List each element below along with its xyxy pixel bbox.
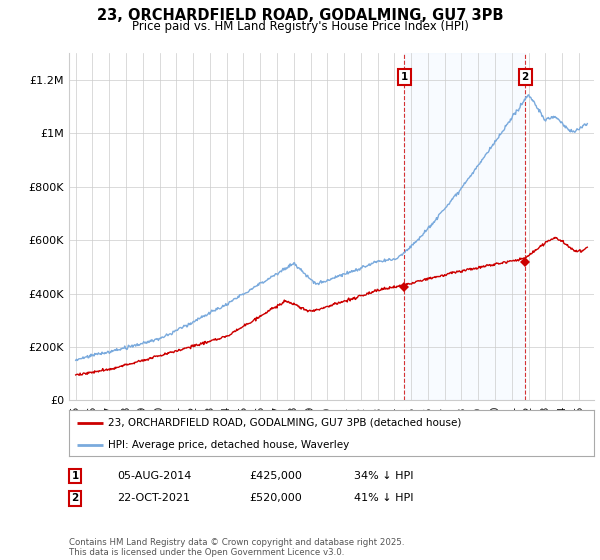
Text: £520,000: £520,000 [249,493,302,503]
Text: 41% ↓ HPI: 41% ↓ HPI [354,493,413,503]
Bar [404,53,525,400]
Text: HPI: Average price, detached house, Waverley: HPI: Average price, detached house, Wave… [109,440,350,450]
Text: Contains HM Land Registry data © Crown copyright and database right 2025.
This d: Contains HM Land Registry data © Crown c… [69,538,404,557]
Text: 34% ↓ HPI: 34% ↓ HPI [354,471,413,481]
Text: 05-AUG-2014: 05-AUG-2014 [117,471,191,481]
Text: £425,000: £425,000 [249,471,302,481]
Text: 2: 2 [71,493,79,503]
Text: Price paid vs. HM Land Registry's House Price Index (HPI): Price paid vs. HM Land Registry's House … [131,20,469,32]
Text: 1: 1 [71,471,79,481]
Text: 1: 1 [401,72,408,82]
Text: 23, ORCHARDFIELD ROAD, GODALMING, GU7 3PB (detached house): 23, ORCHARDFIELD ROAD, GODALMING, GU7 3P… [109,418,462,428]
Text: 2: 2 [521,72,529,82]
Text: 22-OCT-2021: 22-OCT-2021 [117,493,190,503]
Text: 23, ORCHARDFIELD ROAD, GODALMING, GU7 3PB: 23, ORCHARDFIELD ROAD, GODALMING, GU7 3P… [97,8,503,24]
